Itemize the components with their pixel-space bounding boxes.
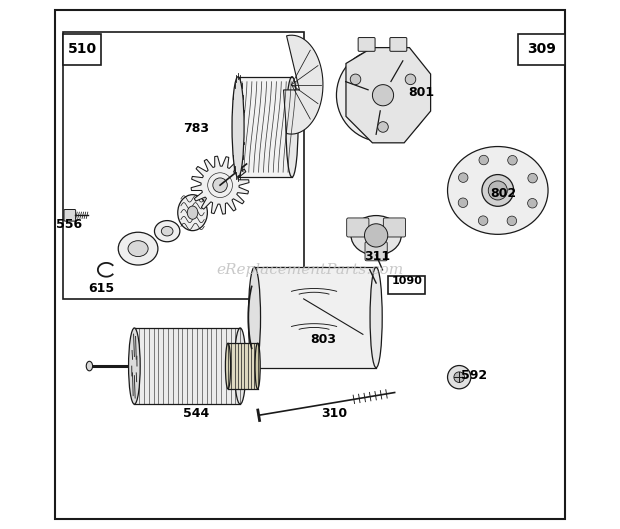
FancyBboxPatch shape: [383, 218, 405, 237]
Ellipse shape: [448, 147, 548, 234]
Circle shape: [365, 224, 388, 247]
Circle shape: [448, 366, 471, 389]
Ellipse shape: [128, 241, 148, 257]
Text: 310: 310: [321, 407, 347, 420]
Polygon shape: [191, 156, 249, 214]
FancyBboxPatch shape: [365, 242, 388, 261]
Polygon shape: [283, 35, 323, 134]
FancyBboxPatch shape: [64, 209, 76, 221]
Ellipse shape: [187, 206, 198, 219]
Text: 510: 510: [68, 42, 97, 56]
Text: eReplacementParts.com: eReplacementParts.com: [216, 263, 404, 277]
Text: 801: 801: [408, 86, 434, 99]
Circle shape: [454, 372, 464, 382]
Circle shape: [479, 216, 488, 225]
Ellipse shape: [226, 343, 231, 389]
Circle shape: [479, 156, 489, 165]
Ellipse shape: [370, 267, 382, 368]
Polygon shape: [346, 48, 431, 143]
Text: 803: 803: [310, 333, 336, 346]
Ellipse shape: [161, 226, 173, 236]
Circle shape: [405, 74, 416, 85]
Ellipse shape: [178, 195, 207, 231]
Bar: [518, 34, 565, 65]
Circle shape: [489, 181, 507, 200]
Circle shape: [528, 174, 538, 183]
Text: 592: 592: [461, 369, 487, 382]
Bar: [238, 77, 292, 177]
Circle shape: [482, 175, 513, 206]
Text: 802: 802: [490, 187, 516, 199]
Circle shape: [350, 74, 361, 85]
FancyBboxPatch shape: [347, 218, 369, 237]
Bar: [254, 267, 376, 368]
Text: 311: 311: [364, 250, 390, 263]
FancyBboxPatch shape: [358, 38, 375, 51]
Ellipse shape: [86, 361, 92, 371]
Bar: [228, 343, 258, 389]
Circle shape: [378, 122, 388, 132]
Ellipse shape: [249, 267, 260, 368]
Ellipse shape: [128, 328, 140, 404]
Ellipse shape: [232, 77, 244, 177]
FancyBboxPatch shape: [390, 38, 407, 51]
Circle shape: [507, 216, 516, 225]
Text: 615: 615: [88, 282, 114, 295]
Circle shape: [458, 198, 467, 207]
Ellipse shape: [286, 77, 298, 177]
Ellipse shape: [234, 328, 246, 404]
Ellipse shape: [351, 216, 401, 255]
Text: 309: 309: [527, 42, 556, 56]
Text: 556: 556: [56, 218, 82, 231]
Text: 1090: 1090: [391, 277, 422, 286]
Circle shape: [337, 49, 430, 142]
Circle shape: [213, 178, 228, 193]
Bar: [63, 32, 304, 299]
Text: 783: 783: [184, 122, 210, 135]
Circle shape: [458, 173, 468, 183]
Circle shape: [528, 198, 537, 208]
Circle shape: [508, 156, 517, 165]
Circle shape: [373, 85, 394, 106]
Bar: [135, 328, 240, 404]
Ellipse shape: [255, 343, 260, 389]
Bar: [63, 34, 101, 65]
Ellipse shape: [118, 232, 158, 265]
Bar: [388, 276, 425, 294]
Ellipse shape: [154, 221, 180, 242]
Text: 544: 544: [183, 407, 210, 420]
